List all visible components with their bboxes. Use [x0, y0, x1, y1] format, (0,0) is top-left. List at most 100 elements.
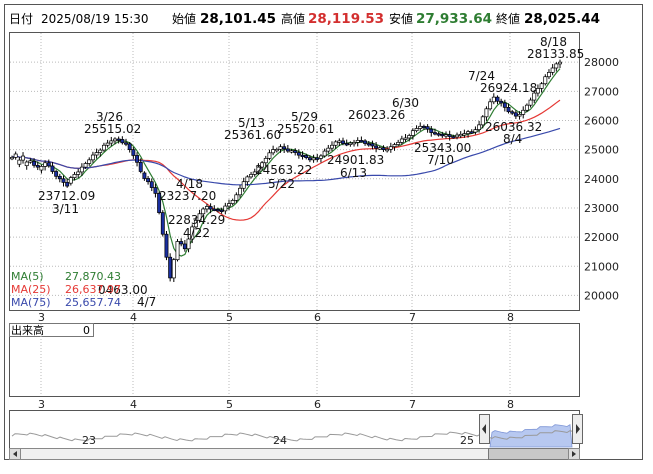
candle-up: [392, 144, 397, 148]
candle-up: [418, 125, 423, 129]
month-label: 5: [226, 311, 233, 324]
candle-down: [120, 139, 125, 144]
scroll-left-glyph: [13, 451, 17, 457]
ma75-value: 25,657.74: [65, 296, 121, 309]
candle-up: [532, 92, 537, 101]
volume-grid: [40, 324, 511, 396]
candle-up: [399, 138, 404, 143]
candle-up: [175, 241, 180, 261]
annotation-value: 22834.29: [168, 213, 225, 227]
candle-up: [230, 200, 235, 204]
candle-down: [307, 157, 312, 161]
annotation-value: 25520.61: [277, 122, 334, 136]
candle-down: [363, 140, 368, 144]
candle-up: [241, 181, 246, 189]
candle-up: [193, 219, 198, 228]
candle-down: [499, 100, 504, 104]
y-tick-label: 22000: [584, 231, 619, 244]
candle-up: [245, 176, 250, 183]
candle-up: [28, 160, 33, 163]
candle-up: [484, 108, 489, 118]
candle-up: [274, 148, 279, 152]
candle-down: [50, 165, 55, 172]
month-axis-bottom: 3 4 5 6 7 8: [38, 398, 514, 411]
ma5-label: MA(5): [11, 270, 44, 283]
candle-down: [179, 241, 184, 245]
annotation-date: 5/29: [291, 110, 318, 124]
candle-down: [447, 134, 452, 137]
candle-up: [278, 146, 283, 150]
navigator-label: 23: [82, 434, 96, 447]
candle-up: [190, 226, 195, 240]
candle-up: [455, 134, 459, 138]
open-value: 28,101.45: [200, 11, 276, 27]
candle-up: [109, 140, 114, 144]
navigator-label: 25: [460, 434, 474, 447]
candle-down: [495, 96, 500, 102]
annotation-date: 6/13: [340, 166, 367, 180]
candle-up: [76, 171, 81, 175]
header-ohlc: 日付 2025/08/19 15:30 始値 28,101.45 高値 28,1…: [9, 11, 600, 27]
y-tick-label: 24000: [584, 173, 619, 186]
candle-up: [204, 206, 209, 210]
candle-up: [227, 203, 231, 207]
y-tick-label: 26000: [584, 114, 619, 127]
candle-down: [433, 132, 437, 135]
candle-down: [131, 149, 136, 156]
annotation-value: 0463.00: [98, 283, 148, 297]
candle-down: [451, 136, 456, 139]
candle-down: [469, 131, 474, 134]
navigator-left-handle[interactable]: [479, 414, 490, 444]
volume-pane: [9, 323, 580, 397]
candle-up: [407, 135, 412, 139]
candle-down: [216, 209, 220, 212]
candle-up: [543, 76, 548, 85]
candle-down: [124, 142, 128, 145]
candle-down: [164, 233, 169, 258]
candle-up: [348, 142, 353, 145]
candle-up: [311, 157, 316, 161]
ma25-label: MA(25): [11, 283, 51, 296]
candle-up: [83, 163, 88, 168]
y-tick-label: 23000: [584, 202, 619, 215]
ma5-value: 27,870.43: [65, 270, 121, 283]
month-label: 6: [314, 311, 321, 324]
month-label: 3: [38, 311, 45, 324]
candle-up: [24, 161, 29, 167]
candle-up: [539, 83, 544, 89]
navigator-right-handle[interactable]: [572, 414, 583, 444]
candle-down: [502, 102, 507, 108]
candle-down: [127, 143, 132, 150]
candle-down: [370, 143, 375, 147]
candle-up: [414, 128, 419, 132]
annotation-value: 23712.09: [38, 189, 95, 203]
navigator-label: 24: [273, 434, 287, 447]
candle-up: [90, 154, 95, 161]
candle-up: [223, 205, 228, 212]
volume-label-box: [9, 323, 94, 337]
candle-down: [46, 162, 51, 167]
annotation-date: 3/11: [52, 202, 79, 216]
candle-up: [337, 140, 342, 143]
candle-down: [429, 128, 434, 133]
scrollbar-thumb[interactable]: [488, 448, 569, 460]
candle-up: [238, 187, 242, 196]
candle-down: [341, 140, 345, 144]
candle-up: [13, 153, 18, 158]
month-label-bottom: 8: [507, 398, 514, 411]
ma25-value: 26,637.97: [65, 283, 121, 296]
month-label-bottom: 4: [130, 398, 137, 411]
candle-up: [528, 99, 533, 106]
candle-down: [293, 150, 298, 153]
outer-frame: [4, 4, 643, 460]
handle-right-arrow: [576, 424, 580, 434]
annotation-value: 26036.32: [485, 120, 542, 134]
close-label: 終値: [496, 11, 520, 26]
candle-down: [65, 182, 70, 187]
candle-down: [149, 181, 154, 188]
candle-down: [304, 155, 309, 159]
candle-up: [43, 162, 48, 167]
candle-down: [513, 112, 518, 117]
candle-down: [440, 133, 445, 137]
candle-up: [318, 155, 323, 159]
